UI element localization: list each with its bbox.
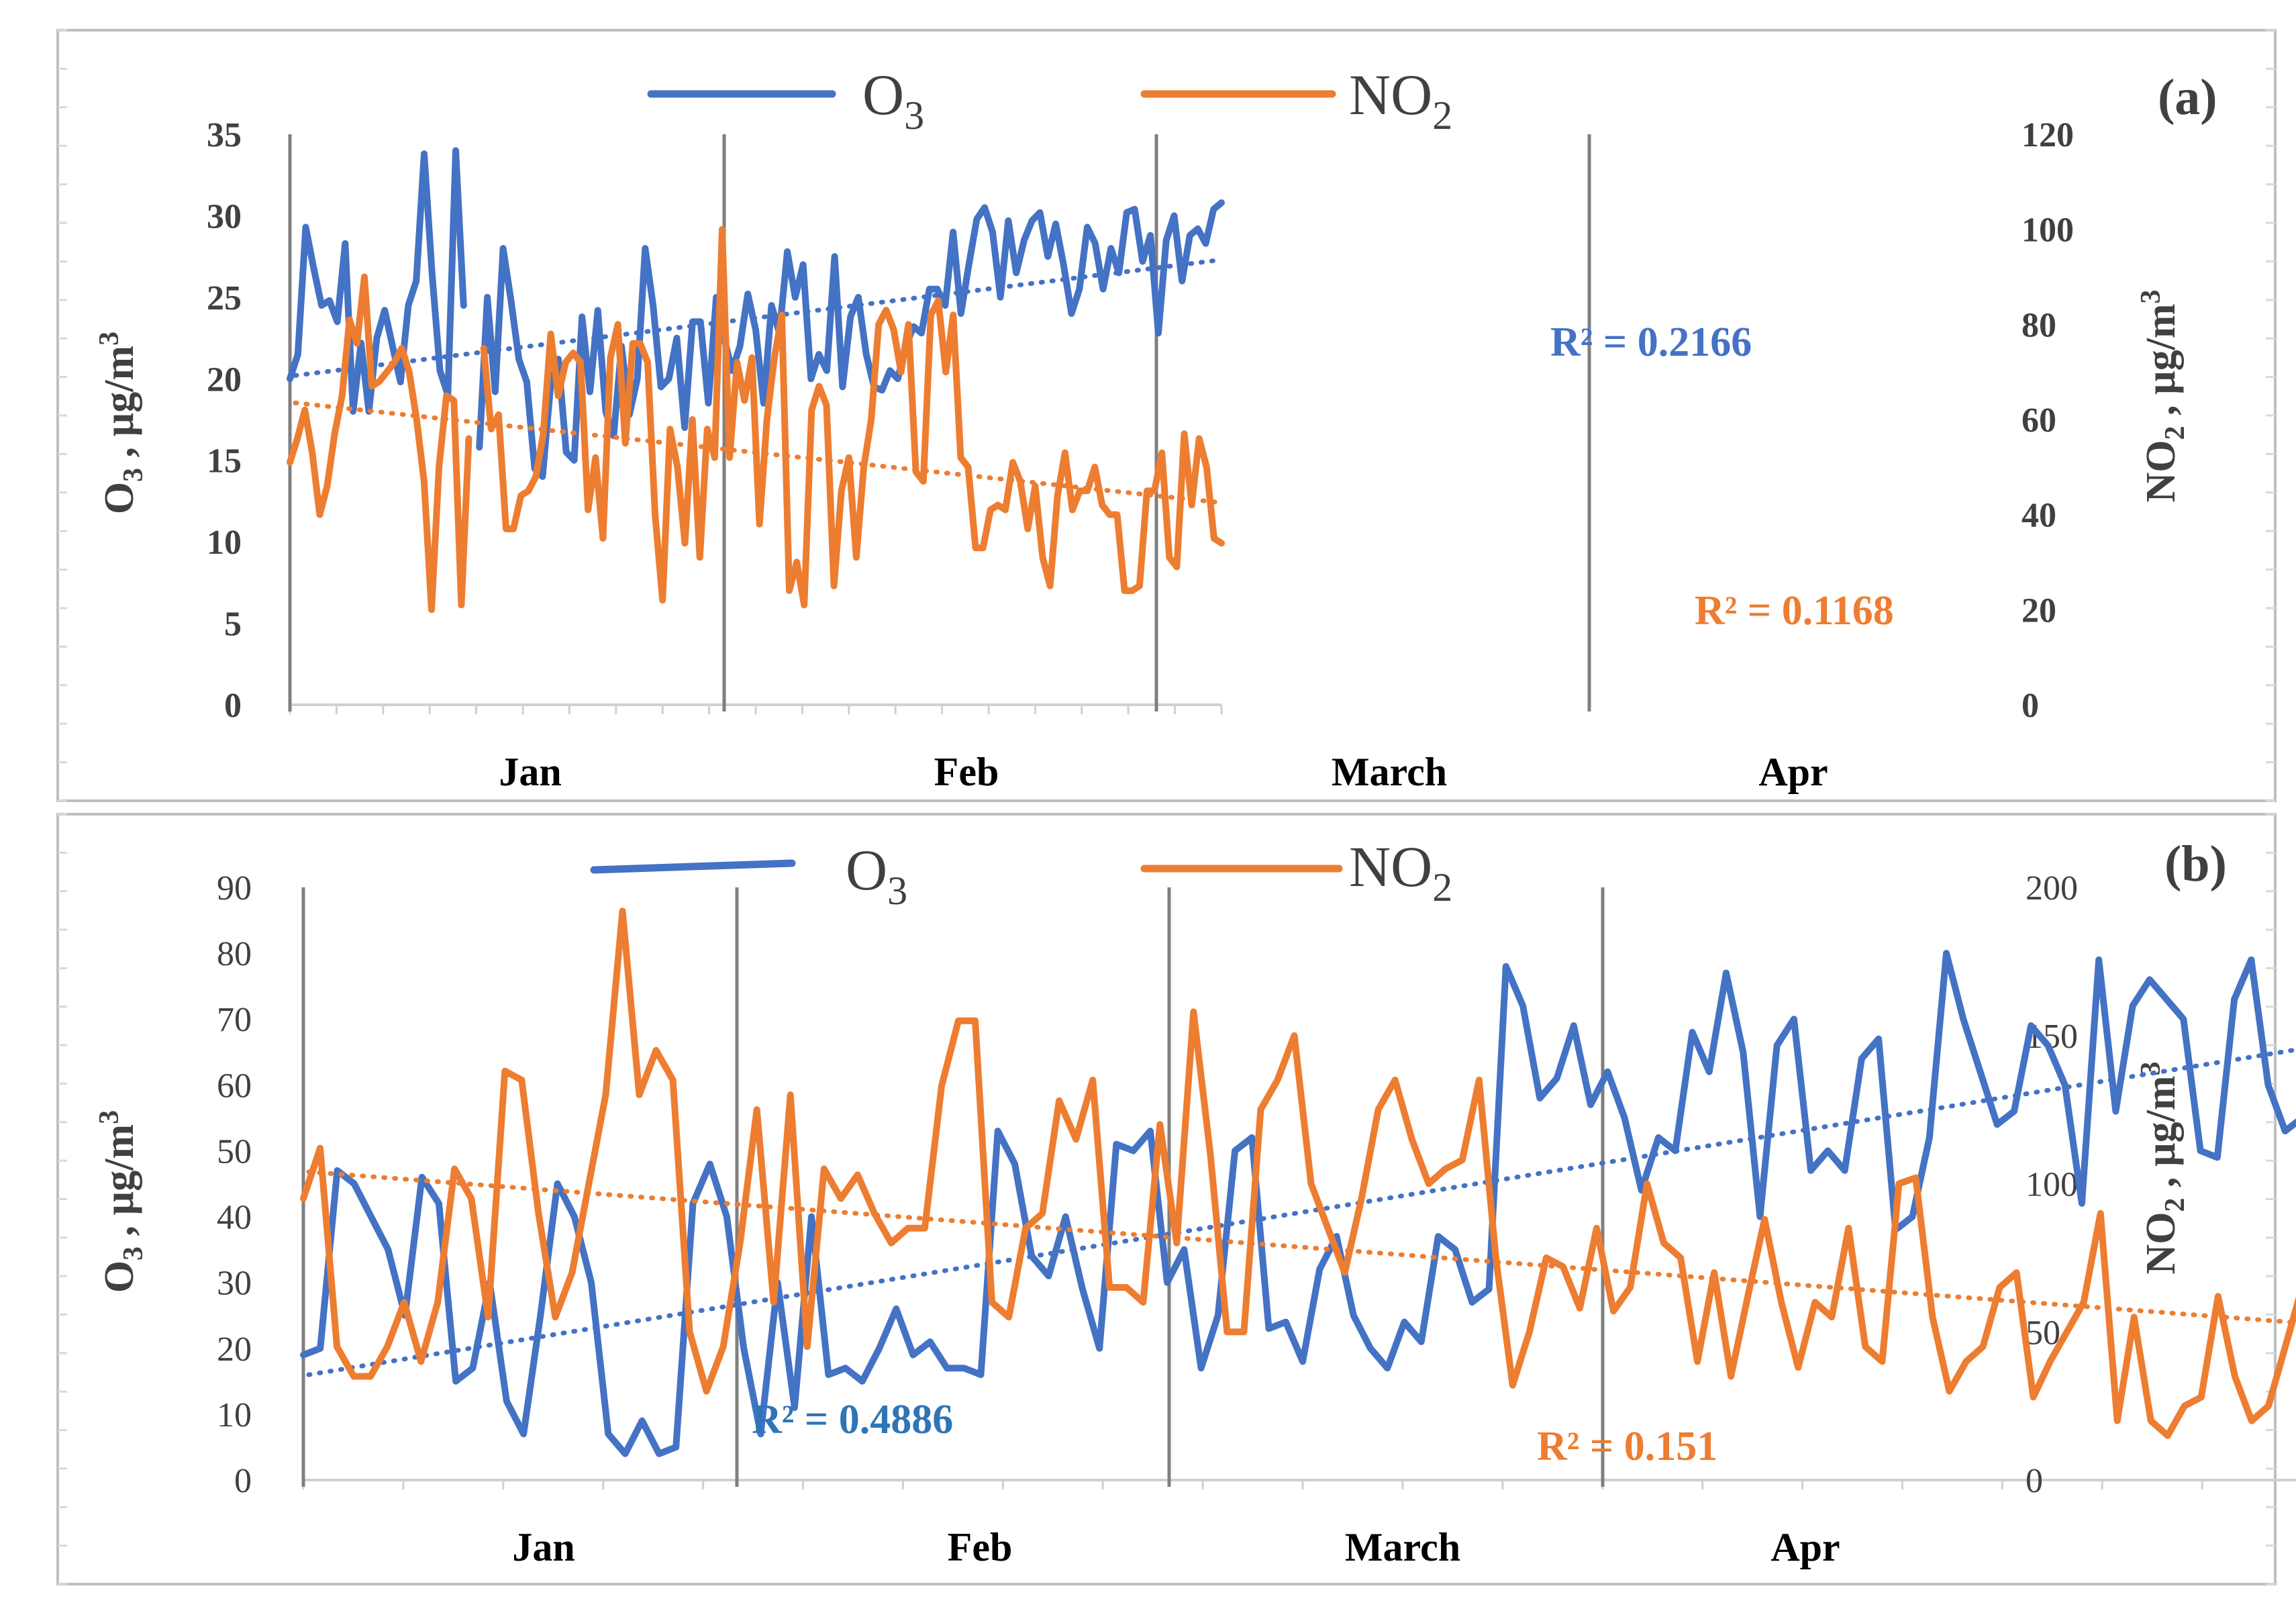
o3-r2-label: R² = 0.4886: [752, 1397, 953, 1442]
no2-r2-label: R² = 0.1168: [1695, 588, 1894, 634]
o3-r2-label: R² = 0.2166: [1550, 320, 1752, 365]
panel-label: (b): [2164, 836, 2227, 892]
y-left-tick-label: 10: [217, 1396, 252, 1434]
y-right-tick-label: 20: [2022, 591, 2056, 630]
y-left-tick-label: 60: [217, 1067, 252, 1105]
y-left-tick-label: 90: [217, 869, 252, 908]
x-category-label: Apr: [1770, 1525, 1840, 1569]
y-left-tick-label: 20: [207, 360, 242, 399]
legend-label: O3: [862, 62, 924, 138]
legend-label: NO2: [1349, 834, 1452, 910]
x-category-label: Feb: [934, 750, 999, 794]
y-left-tick-label: 30: [217, 1265, 252, 1303]
panel-label: (a): [2158, 69, 2217, 126]
y-left-tick-label: 0: [234, 1462, 252, 1500]
legend-label: O3: [846, 838, 907, 913]
y-right-tick-label: 200: [2026, 869, 2078, 908]
y-left-tick-label: 35: [207, 116, 242, 154]
y-left-tick-label: 5: [224, 605, 242, 644]
o3-series-line: [287, 147, 1225, 480]
x-category-label: Apr: [1758, 750, 1828, 794]
no2-series-line: [300, 908, 2296, 1439]
x-category-label: Jan: [499, 750, 561, 794]
y-left-tick-label: 15: [207, 442, 242, 481]
y-left-axis-label: O3 , µg/m3: [94, 332, 149, 514]
y-left-axis-label: O3 , µg/m3: [94, 1110, 149, 1293]
y-right-axis-label: NO2 , µg/m3: [2136, 289, 2191, 502]
panel-a: 0 5 10 15 20 25 30 35 0 20 40 60 80 100 120 O3 , µg/m3 N…: [56, 29, 2277, 802]
y-left-tick-label: 0: [224, 687, 242, 725]
y-right-tick-label: 0: [2026, 1462, 2043, 1500]
y-left-tick-label: 20: [217, 1330, 252, 1369]
o3-series-line: [300, 950, 2296, 1457]
y-left-tick-label: 70: [217, 1001, 252, 1039]
legend-swatch-o3: [590, 859, 796, 874]
x-category-label: March: [1332, 750, 1447, 794]
legend-label: NO2: [1349, 62, 1452, 138]
y-right-tick-label: 60: [2022, 401, 2056, 440]
o3-trendline: [306, 1047, 2296, 1377]
y-left-tick-label: 30: [207, 197, 242, 236]
x-category-label: Feb: [948, 1525, 1013, 1569]
y-right-tick-label: 120: [2022, 116, 2074, 154]
y-right-tick-label: 40: [2022, 497, 2056, 535]
y-right-axis-label: NO2 , µg/m3: [2136, 1061, 2191, 1274]
y-right-tick-label: 80: [2022, 306, 2056, 344]
y-right-tick-label: 100: [2022, 211, 2074, 250]
y-left-tick-label: 80: [217, 935, 252, 973]
y-right-tick-label: 50: [2026, 1314, 2060, 1352]
y-left-tick-label: 10: [207, 524, 242, 562]
no2-series-line: [287, 226, 1225, 614]
y-left-tick-label: 25: [207, 279, 242, 317]
x-category-label: Jan: [512, 1525, 575, 1569]
y-left-tick-label: 40: [217, 1199, 252, 1237]
y-right-tick-label: 100: [2026, 1166, 2078, 1204]
no2-r2-label: R² = 0.151: [1537, 1424, 1717, 1469]
no2-trendline: [306, 1169, 2296, 1325]
y-left-tick-label: 50: [217, 1132, 252, 1171]
y-right-tick-label: 0: [2022, 687, 2039, 725]
x-category-label: March: [1345, 1525, 1460, 1569]
